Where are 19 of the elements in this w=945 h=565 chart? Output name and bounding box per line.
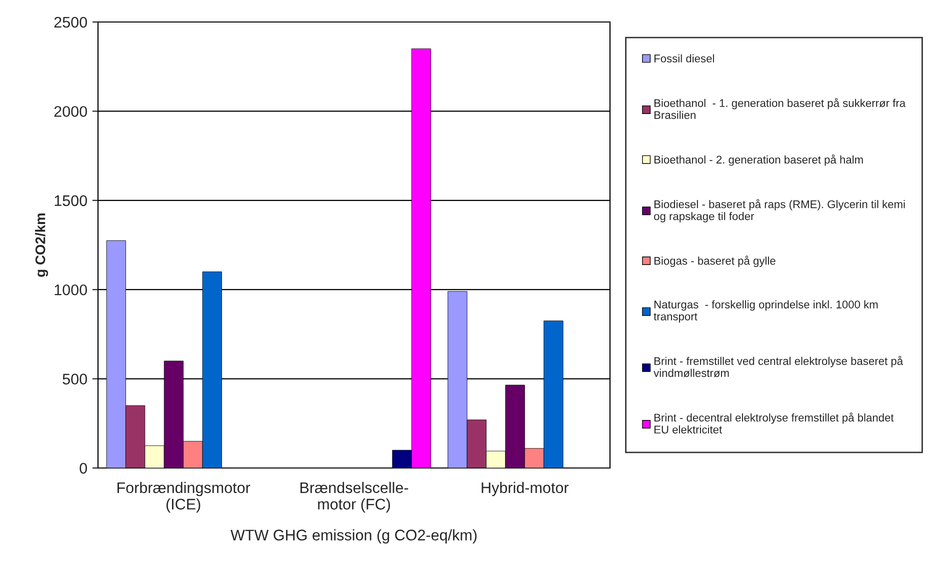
legend-label: Biodiesel - baseret på raps (RME). Glycerin til kemi og rapskage til foder [654, 199, 905, 222]
x-tick-label: Brændselscelle- motor (FC) [300, 482, 408, 513]
x-tick-label: Forbrændingsmotor (ICE) [118, 482, 250, 513]
legend-label: Bioethanol - 2. generation baseret på halm [654, 154, 863, 166]
y-tick-label: 2000 [54, 106, 87, 117]
x-tick-label: Hybrid-motor [482, 482, 569, 496]
y-tick-label: 1500 [54, 195, 87, 206]
legend-label: Fossil diesel [654, 54, 714, 62]
legend-label: Brint - decentral elektrolyse fremstillet på blandet EU elektricitet [654, 412, 894, 434]
y-tick-label: 500 [62, 374, 87, 384]
y-tick-label: 0 [80, 462, 87, 474]
y-tick-label: 2500 [54, 16, 87, 28]
legend-label: Biogas - baseret på gylle [654, 256, 776, 267]
y-tick-label: 1000 [54, 284, 87, 296]
x-axis-title: WTW GHG emission (g CO2-eq/km) [230, 529, 477, 544]
legend-label: Naturgas - forskellig oprindelse inkl. 1000 km transport [654, 300, 878, 323]
legend-label: Brint - fremstillet ved central elektrolyse baseret på vindmøllestrøm [654, 356, 904, 378]
y-axis-title: g CO2/km [35, 213, 48, 277]
legend-label: Bioethanol - 1. generation baseret på sukkerrør fra Brasilien [654, 98, 906, 119]
